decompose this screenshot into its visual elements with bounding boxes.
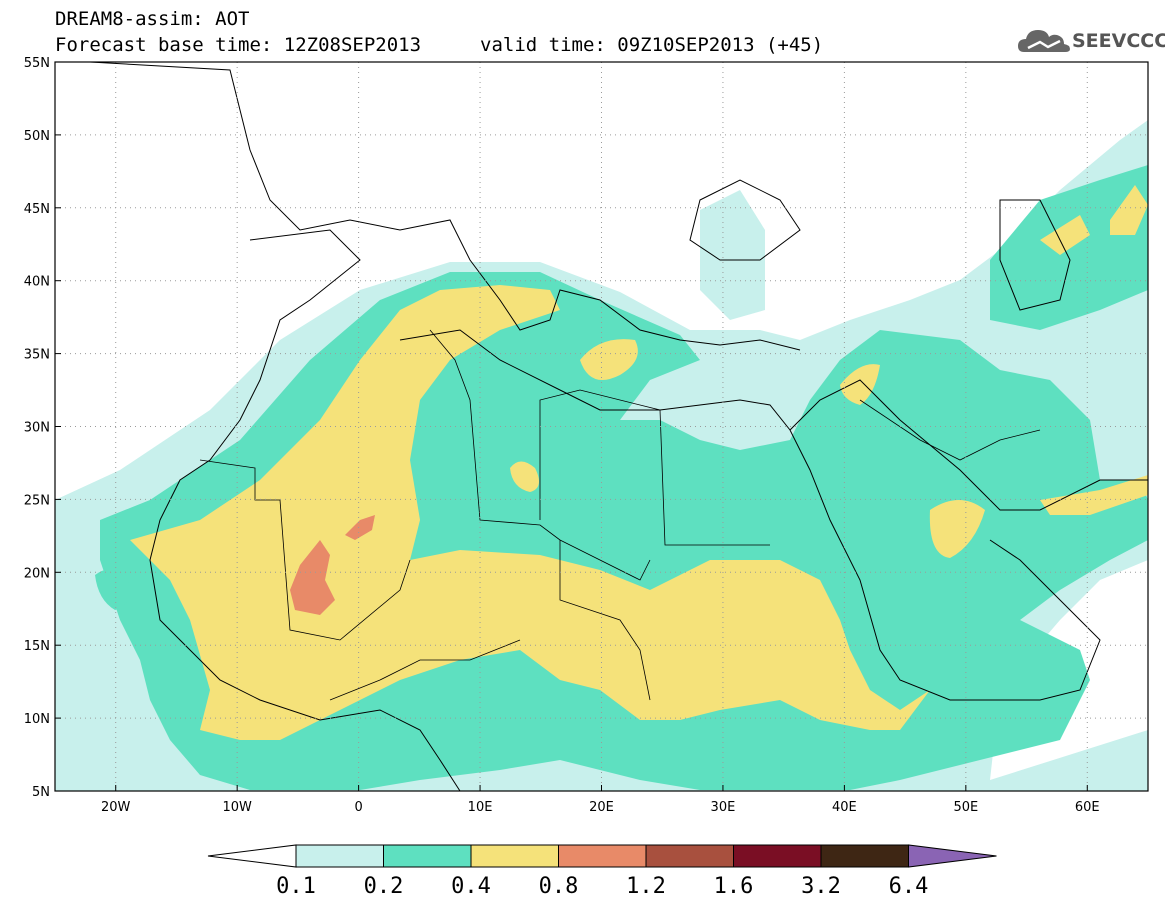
valid-time: valid time: 09Z10SEP2013 (+45) <box>480 34 824 56</box>
colorbar-labels: 0.1 0.2 0.4 0.8 1.2 1.6 3.2 6.4 <box>276 874 928 899</box>
lon-label: 40E <box>832 800 857 815</box>
lon-label: 10W <box>222 800 252 815</box>
colorbar-label: 0.2 <box>364 874 404 899</box>
aot-contour-0.8-small <box>345 515 375 540</box>
aot-contour-0.4-caspian <box>1040 185 1148 255</box>
aot-contour-0.2-atlantic-patch <box>95 569 131 610</box>
colorbar-segment <box>383 844 472 868</box>
colorbar-segment <box>295 844 384 868</box>
lon-label: 50E <box>953 800 978 815</box>
aot-contour-0.4-aegean <box>580 339 638 380</box>
logo-text: SEEVCCC <box>1072 30 1165 52</box>
colorbar-segment <box>558 844 647 868</box>
lat-label: 25N <box>24 493 50 508</box>
aot-contour-0.4-arabia <box>929 500 985 558</box>
lon-label: 0 <box>354 800 362 815</box>
colorbar <box>207 844 997 868</box>
lon-label: 20E <box>589 800 614 815</box>
colorbar-segment <box>645 844 734 868</box>
lon-label: 10E <box>468 800 493 815</box>
lat-label: 40N <box>24 275 50 290</box>
colorbar-label: 0.1 <box>276 874 316 899</box>
lon-label: 20W <box>101 800 131 815</box>
lat-label: 10N <box>24 712 50 727</box>
lat-label: 30N <box>24 421 50 436</box>
lat-label: 5N <box>32 785 50 800</box>
lat-label: 15N <box>24 639 50 654</box>
colorbar-min-arrow <box>207 844 297 868</box>
colorbar-label: 3.2 <box>801 874 841 899</box>
forecast-base-time: Forecast base time: 12Z08SEP2013 <box>55 34 422 56</box>
aot-contour-0.4 <box>130 285 930 740</box>
longitude-labels: 20W 10W 0 10E 20E 30E 40E 50E 60E <box>101 800 1100 815</box>
colorbar-label: 6.4 <box>889 874 929 899</box>
aot-contour-0.4-gulf <box>1040 475 1148 515</box>
aot-contour-0.4-libya <box>510 461 539 492</box>
aot-contour-0.1-black-sea <box>700 190 765 320</box>
cloud-icon <box>1018 30 1070 52</box>
colorbar-label: 0.8 <box>539 874 579 899</box>
colorbar-label: 1.2 <box>626 874 666 899</box>
colorbar-label: 0.4 <box>451 874 491 899</box>
latitude-labels: 55N 50N 45N 40N 35N 30N 25N 20N 15N 10N 5N <box>24 56 50 800</box>
colorbar-label: 1.6 <box>714 874 754 899</box>
lat-label: 35N <box>24 348 50 363</box>
seevccc-logo: SEEVCCC <box>1016 22 1165 58</box>
lat-label: 45N <box>24 202 50 217</box>
aot-contour-0.4-iraq <box>840 364 880 405</box>
map-title: DREAM8-assim: AOT <box>55 8 250 30</box>
aot-field <box>55 120 1148 791</box>
aot-contour-0.1-atlantic-blob <box>62 610 103 661</box>
lat-label: 55N <box>24 56 50 71</box>
colorbar-segment <box>820 844 909 868</box>
lon-label: 30E <box>711 800 736 815</box>
colorbar-max-arrow <box>908 844 997 868</box>
colorbar-segment <box>733 844 822 868</box>
lon-label: 60E <box>1075 800 1100 815</box>
coastlines <box>81 62 1148 791</box>
aot-contour-0.8 <box>290 540 335 615</box>
lat-label: 50N <box>24 129 50 144</box>
gridlines <box>55 62 1148 791</box>
axis-ticks <box>55 61 1088 792</box>
colorbar-segment <box>470 844 559 868</box>
lat-label: 20N <box>24 566 50 581</box>
